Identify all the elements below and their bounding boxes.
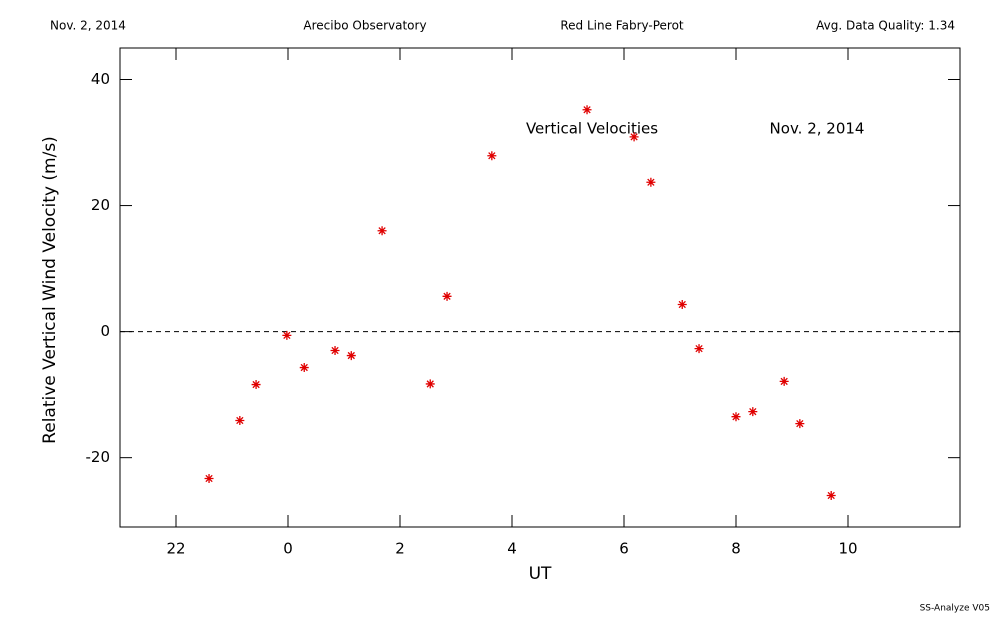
point xyxy=(629,132,639,142)
x-tick-label: 2 xyxy=(395,540,405,558)
point xyxy=(299,363,309,373)
x-tick-label: 6 xyxy=(619,540,629,558)
point xyxy=(582,105,592,115)
header-site: Arecibo Observatory xyxy=(303,19,426,33)
x-tick-label: 0 xyxy=(283,540,293,558)
point xyxy=(346,351,356,361)
point xyxy=(646,177,656,187)
header-instrument: Red Line Fabry-Perot xyxy=(560,19,684,33)
point xyxy=(377,226,387,236)
annotation: Nov. 2, 2014 xyxy=(770,120,865,138)
chart-title: Vertical Velocities xyxy=(526,120,658,138)
point xyxy=(330,346,340,356)
point xyxy=(826,490,836,500)
x-tick-label: 22 xyxy=(166,540,185,558)
point xyxy=(748,407,758,417)
point xyxy=(204,473,214,483)
point xyxy=(282,330,292,340)
x-tick-label: 10 xyxy=(838,540,857,558)
footer: SS-Analyze V05 xyxy=(920,604,990,614)
point xyxy=(442,291,452,301)
point xyxy=(677,300,687,310)
point xyxy=(251,380,261,390)
y-tick-label: -20 xyxy=(86,448,111,466)
point xyxy=(694,344,704,354)
point xyxy=(779,376,789,386)
y-tick-label: 0 xyxy=(100,322,110,340)
x-axis-label: UT xyxy=(529,564,552,584)
point xyxy=(235,415,245,425)
point xyxy=(731,412,741,422)
x-tick-label: 4 xyxy=(507,540,517,558)
header-date: Nov. 2, 2014 xyxy=(50,19,126,33)
point xyxy=(795,419,805,429)
y-tick-label: 40 xyxy=(91,70,110,88)
y-axis-label: Relative Vertical Wind Velocity (m/s) xyxy=(40,136,60,444)
x-tick-label: 8 xyxy=(731,540,741,558)
plot-frame xyxy=(119,47,961,528)
point xyxy=(487,151,497,161)
point xyxy=(425,379,435,389)
y-tick-label: 20 xyxy=(91,196,110,214)
header-quality: Avg. Data Quality: 1.34 xyxy=(816,19,955,33)
